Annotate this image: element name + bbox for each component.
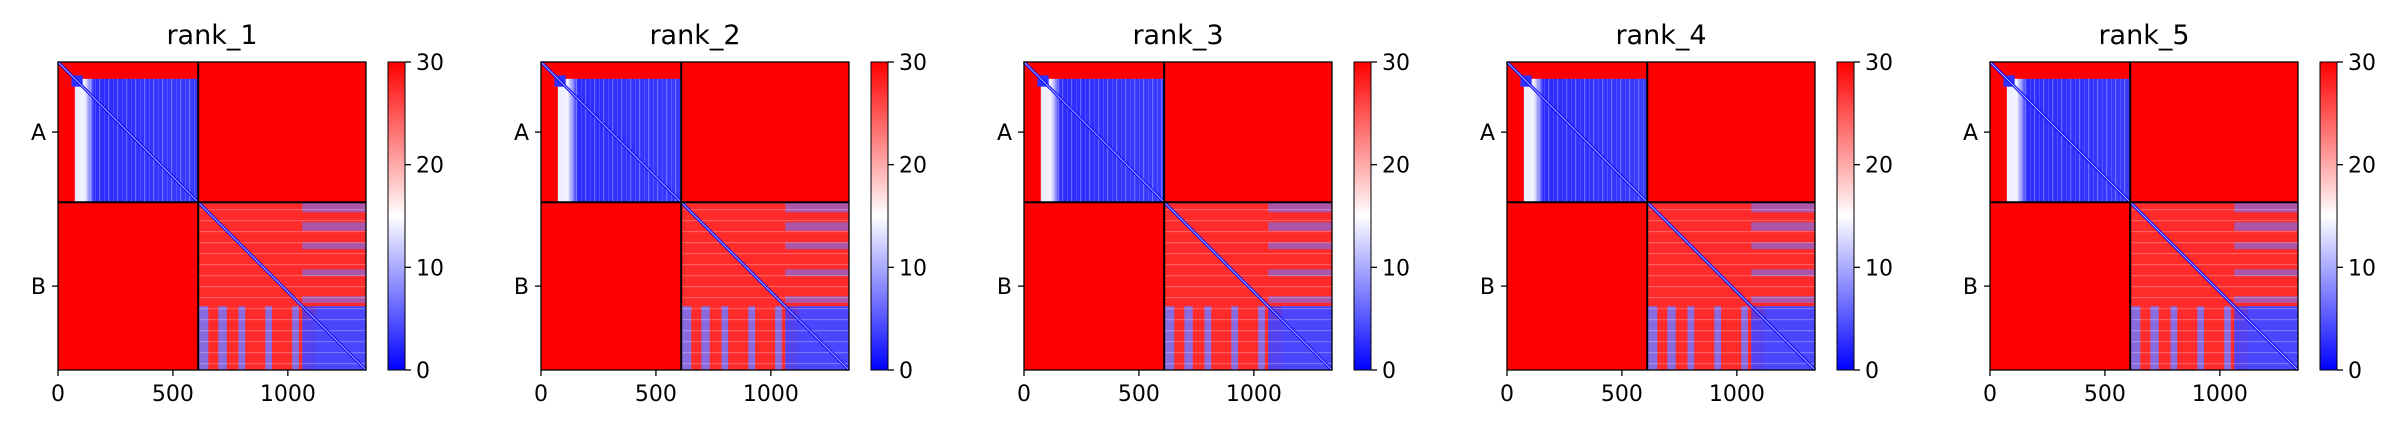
colorbar-tick-label: 20 — [899, 154, 927, 179]
colorbar-tick-label: 10 — [416, 256, 444, 281]
chain-label-b: B — [997, 275, 1012, 300]
pae-panel-2: rank_2 A B 0 500 1000 0 10 20 30 — [514, 20, 927, 407]
colorbar-tick-label: 0 — [2348, 359, 2362, 384]
colorbar-tick-label: 10 — [899, 256, 927, 281]
colorbar-tick-label: 20 — [1382, 154, 1410, 179]
heatmap-diagonal-highlight — [1989, 61, 2299, 371]
pae-panel-3: rank_3 A B 0 500 1000 0 10 20 30 — [997, 20, 1410, 407]
colorbar-tick-label: 0 — [1382, 359, 1396, 384]
panel-title: rank_5 — [2098, 20, 2189, 51]
colorbar-tick-label: 10 — [1382, 256, 1410, 281]
chain-label-b: B — [514, 275, 529, 300]
chain-label-a: A — [31, 121, 46, 146]
colorbar-tick-label: 20 — [1865, 154, 1893, 179]
panel-title: rank_3 — [1132, 20, 1223, 51]
x-tick-label: 0 — [51, 382, 65, 407]
colorbar — [388, 62, 405, 370]
chain-label-b: B — [1480, 275, 1495, 300]
heatmap-frame — [57, 61, 367, 371]
heatmap-diagonal-highlight — [57, 61, 367, 371]
colorbar-tick-label: 30 — [416, 51, 444, 76]
x-tick-label: 0 — [1017, 382, 1031, 407]
x-tick-label: 1000 — [2192, 382, 2248, 407]
x-tick-label: 500 — [1118, 382, 1160, 407]
x-tick-label: 1000 — [1709, 382, 1765, 407]
x-tick-label: 1000 — [1226, 382, 1282, 407]
pae-panel-4: rank_4 A B 0 500 1000 0 10 20 30 — [1480, 20, 1893, 407]
x-tick-label: 500 — [152, 382, 194, 407]
colorbar-frame — [870, 61, 889, 371]
colorbar — [2320, 62, 2337, 370]
heatmap-frame — [1023, 61, 1333, 371]
x-tick-label: 1000 — [743, 382, 799, 407]
colorbar-tick-label: 0 — [899, 359, 913, 384]
colorbar-tick-label: 10 — [2348, 256, 2376, 281]
heatmap-diagonal-highlight — [1023, 61, 1333, 371]
colorbar-frame — [1353, 61, 1372, 371]
chain-label-b: B — [31, 275, 46, 300]
colorbar-tick-label: 30 — [1865, 51, 1893, 76]
chain-label-a: A — [1963, 121, 1978, 146]
x-tick-label: 500 — [2084, 382, 2126, 407]
chain-label-a: A — [514, 121, 529, 146]
colorbar — [1837, 62, 1854, 370]
colorbar-tick-label: 30 — [899, 51, 927, 76]
chain-label-b: B — [1963, 275, 1978, 300]
panel-title: rank_4 — [1615, 20, 1706, 51]
colorbar-frame — [1836, 61, 1855, 371]
x-tick-label: 500 — [1601, 382, 1643, 407]
heatmap-diagonal-highlight — [1506, 61, 1816, 371]
panel-title: rank_1 — [166, 20, 257, 51]
colorbar-tick-label: 20 — [416, 154, 444, 179]
colorbar-tick-label: 10 — [1865, 256, 1893, 281]
heatmap-frame — [540, 61, 850, 371]
colorbar-frame — [387, 61, 406, 371]
colorbar-tick-label: 20 — [2348, 154, 2376, 179]
panel-title: rank_2 — [649, 20, 740, 51]
chain-label-a: A — [997, 121, 1012, 146]
colorbar — [871, 62, 888, 370]
x-tick-label: 1000 — [260, 382, 316, 407]
pae-panel-5: rank_5 A B 0 500 1000 0 10 20 30 — [1963, 20, 2376, 407]
colorbar-tick-label: 30 — [1382, 51, 1410, 76]
x-tick-label: 0 — [1500, 382, 1514, 407]
x-tick-label: 0 — [1983, 382, 1997, 407]
colorbar-tick-label: 0 — [416, 359, 430, 384]
colorbar-tick-label: 0 — [1865, 359, 1879, 384]
heatmap-frame — [1989, 61, 2299, 371]
x-tick-label: 500 — [635, 382, 677, 407]
colorbar-frame — [2319, 61, 2338, 371]
chain-label-a: A — [1480, 121, 1495, 146]
heatmap-frame — [1506, 61, 1816, 371]
colorbar — [1354, 62, 1371, 370]
colorbar-tick-label: 30 — [2348, 51, 2376, 76]
heatmap-diagonal-highlight — [540, 61, 850, 371]
pae-panel-1: rank_1 A B 0 500 1000 0 10 20 30 — [31, 20, 444, 407]
x-tick-label: 0 — [534, 382, 548, 407]
